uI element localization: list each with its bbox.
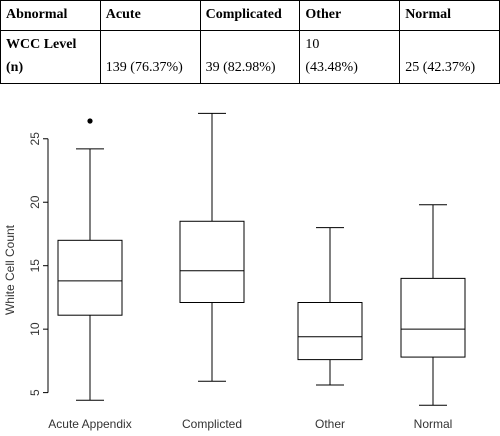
boxplot-chart: 5 10 15 20 25 Acute Appendix Complicted Other N… <box>3 112 466 431</box>
table-header-abnormal: Abnormal <box>0 0 101 31</box>
x-tick-label: Acute Appendix <box>48 417 131 431</box>
cell-acute-value: 139 (76.37%) <box>105 60 183 75</box>
x-tick-label: Complicted <box>182 417 242 431</box>
y-axis-label: White Cell Count <box>3 224 17 315</box>
iqr-box <box>297 302 363 361</box>
x-tick-label: Other <box>315 417 345 431</box>
y-tick-label: 15 <box>28 259 42 273</box>
x-axis-labels: Acute Appendix Complicted Other Normal <box>48 417 452 431</box>
cell-other-value-line1: 10 <box>305 37 320 52</box>
row-label-line1: WCC Level <box>6 37 77 52</box>
row-label-line2: (n) <box>6 60 24 75</box>
y-tick-label: 5 <box>28 389 42 396</box>
y-tick-label: 20 <box>28 195 42 209</box>
wcc-summary-table: Abnormal Acute Complicated Other Normal … <box>0 0 500 84</box>
table-header-acute: Acute <box>99 0 201 31</box>
table-cell-normal: 25 (42.37%) <box>399 30 500 84</box>
y-tick-label: 25 <box>28 132 42 146</box>
cell-other-value-line2: (43.48%) <box>305 60 358 75</box>
boxplot-series <box>57 112 466 406</box>
table-row: WCC Level (n) 139 (76.37%) 39 (82.98%) 1… <box>0 30 500 84</box>
box-1 <box>57 118 123 401</box>
y-tick-label: 10 <box>28 322 42 336</box>
y-axis: 5 10 15 20 25 <box>28 132 49 396</box>
x-tick-label: Normal <box>414 417 453 431</box>
table-cell-other: 10 (43.48%) <box>299 30 401 84</box>
outlier-point <box>87 118 93 124</box>
table-cell-complicated: 39 (82.98%) <box>199 30 301 84</box>
cell-complicated-value: 39 (82.98%) <box>205 60 276 75</box>
box-3 <box>297 227 363 386</box>
table-row-label: WCC Level (n) <box>0 30 101 84</box>
iqr-box <box>57 239 123 316</box>
table-header-normal: Normal <box>399 0 500 31</box>
table-header-complicated: Complicated <box>199 0 301 31</box>
table-header-row: Abnormal Acute Complicated Other Normal <box>0 0 500 31</box>
iqr-box <box>400 277 466 358</box>
table-cell-acute: 139 (76.37%) <box>99 30 201 84</box>
box-4 <box>400 204 466 406</box>
iqr-box <box>179 220 245 303</box>
cell-normal-value: 25 (42.37%) <box>405 60 476 75</box>
box-2 <box>179 112 245 382</box>
table-header-other: Other <box>299 0 401 31</box>
